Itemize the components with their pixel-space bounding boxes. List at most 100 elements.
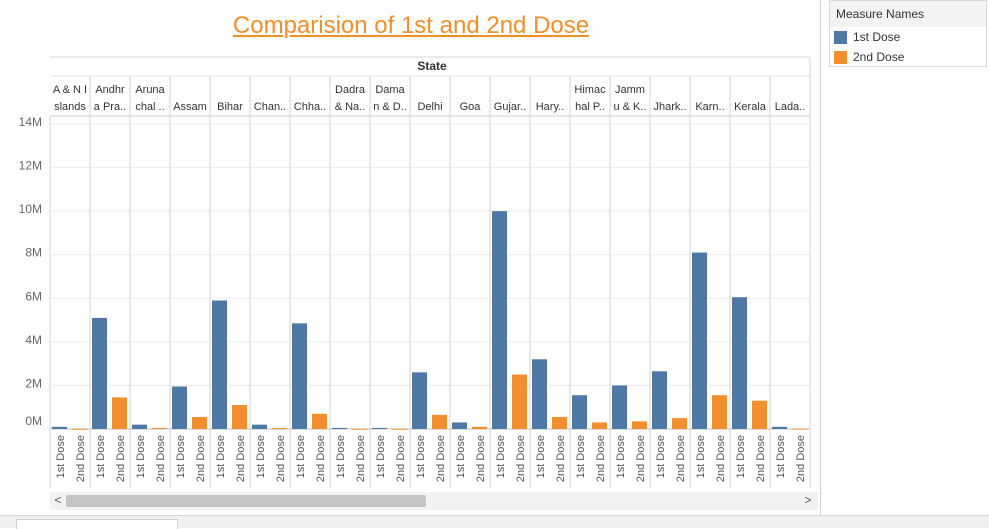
x-sub-label: 2nd Dose — [235, 435, 247, 482]
bar-1st-dose — [172, 386, 187, 429]
state-header-label: Chha.. — [294, 101, 326, 113]
x-sub-label: 2nd Dose — [115, 435, 127, 482]
state-header-label: hal P.. — [575, 101, 605, 113]
x-sub-label: 1st Dose — [655, 435, 667, 478]
x-sub-label: 1st Dose — [55, 435, 67, 478]
state-header-label: Bihar — [217, 101, 243, 113]
state-header-label: Andhr — [95, 84, 125, 96]
x-sub-label: 2nd Dose — [435, 435, 447, 482]
x-sub-label: 1st Dose — [415, 435, 427, 478]
state-header-label: Goa — [460, 101, 482, 113]
x-sub-label: 2nd Dose — [715, 435, 727, 482]
state-header-label: Dadra — [335, 84, 366, 96]
bar-1st-dose — [412, 372, 427, 429]
legend-title: Measure Names — [830, 1, 986, 27]
state-header-label: Himac — [574, 84, 606, 96]
state-column-header: State — [417, 59, 447, 73]
legend-item-1st-dose[interactable]: 1st Dose — [830, 27, 986, 47]
y-tick-label: 12M — [19, 159, 42, 173]
x-sub-label: 2nd Dose — [755, 435, 767, 482]
state-header-label: Hary.. — [536, 101, 565, 113]
pane-divider — [820, 0, 821, 515]
bar-1st-dose — [52, 426, 67, 429]
bar-1st-dose — [332, 427, 347, 429]
horizontal-scrollbar[interactable]: < > — [50, 492, 818, 510]
bar-1st-dose — [572, 395, 587, 429]
bar-2nd-dose — [592, 422, 607, 429]
y-tick-label: 10M — [19, 202, 42, 216]
legend: Measure Names 1st Dose 2nd Dose — [829, 0, 987, 67]
bar-2nd-dose — [432, 414, 447, 429]
bar-2nd-dose — [232, 405, 247, 429]
state-header-label: A & N I — [53, 84, 87, 96]
scroll-left-icon[interactable]: < — [54, 493, 62, 507]
x-sub-label: 1st Dose — [255, 435, 267, 478]
bar-2nd-dose — [752, 400, 767, 429]
y-tick-label: 2M — [25, 376, 42, 390]
state-header-label: slands — [54, 101, 86, 113]
sheet-tab-bar — [0, 515, 989, 529]
state-header-label: Jhark.. — [653, 101, 686, 113]
x-sub-label: 1st Dose — [735, 435, 747, 478]
state-header-label: a Pra.. — [94, 101, 126, 113]
legend-label-1st-dose: 1st Dose — [853, 30, 901, 44]
bar-2nd-dose — [472, 426, 487, 429]
legend-swatch-1st-dose — [834, 30, 847, 44]
x-sub-label: 2nd Dose — [795, 435, 807, 482]
bar-1st-dose — [492, 211, 507, 429]
bar-2nd-dose — [312, 413, 327, 429]
bar-2nd-dose — [392, 428, 407, 430]
bar-1st-dose — [732, 297, 747, 429]
state-header-label: Jamm — [615, 84, 645, 96]
chart-title: Comparision of 1st and 2nd Dose — [232, 12, 590, 39]
state-header-label: & Na.. — [335, 101, 366, 113]
x-sub-label: 2nd Dose — [675, 435, 687, 482]
bar-1st-dose — [452, 422, 467, 429]
bar-1st-dose — [292, 323, 307, 429]
bar-2nd-dose — [192, 417, 207, 429]
bar-2nd-dose — [632, 421, 647, 429]
bar-1st-dose — [532, 359, 547, 429]
bar-chart: State 0M 2M 4M 6M 8M 10M 12M 14M A & N I slands 1st… — [19, 56, 811, 488]
bar-1st-dose — [252, 424, 267, 429]
bar-2nd-dose — [72, 428, 87, 430]
scroll-thumb[interactable] — [66, 495, 426, 507]
x-sub-label: 1st Dose — [95, 435, 107, 478]
x-sub-label: 1st Dose — [135, 435, 147, 478]
x-sub-label: 1st Dose — [335, 435, 347, 478]
bar-1st-dose — [612, 385, 627, 429]
bar-2nd-dose — [672, 418, 687, 429]
y-tick-label: 14M — [19, 115, 42, 129]
x-sub-label: 1st Dose — [575, 435, 587, 478]
y-tick-label: 0M — [25, 414, 42, 428]
legend-item-2nd-dose[interactable]: 2nd Dose — [830, 47, 986, 67]
state-header-label: u & K.. — [613, 101, 646, 113]
bar-2nd-dose — [712, 395, 727, 429]
x-sub-label: 2nd Dose — [635, 435, 647, 482]
x-sub-label: 1st Dose — [375, 435, 387, 478]
x-sub-label: 1st Dose — [495, 435, 507, 478]
bar-1st-dose — [772, 426, 787, 429]
bar-2nd-dose — [792, 428, 807, 430]
bar-1st-dose — [652, 371, 667, 429]
x-sub-label: 1st Dose — [695, 435, 707, 478]
sheet-tab[interactable] — [16, 519, 178, 529]
state-header-label: Lada.. — [775, 101, 806, 113]
bar-1st-dose — [132, 424, 147, 429]
state-header-label: Chan.. — [254, 101, 286, 113]
state-header-label: Dama — [375, 84, 405, 96]
bar-2nd-dose — [152, 427, 167, 429]
x-sub-label: 1st Dose — [455, 435, 467, 478]
bar-1st-dose — [212, 300, 227, 429]
x-sub-label: 2nd Dose — [515, 435, 527, 482]
bar-2nd-dose — [552, 417, 567, 429]
scroll-right-icon[interactable]: > — [804, 493, 812, 507]
x-sub-label: 2nd Dose — [195, 435, 207, 482]
x-sub-label: 1st Dose — [215, 435, 227, 478]
legend-swatch-2nd-dose — [834, 50, 847, 64]
bar-1st-dose — [92, 317, 107, 429]
bar-1st-dose — [372, 427, 387, 429]
state-header-label: Karn.. — [695, 101, 724, 113]
x-sub-label: 1st Dose — [175, 435, 187, 478]
state-header-label: Assam — [173, 101, 207, 113]
